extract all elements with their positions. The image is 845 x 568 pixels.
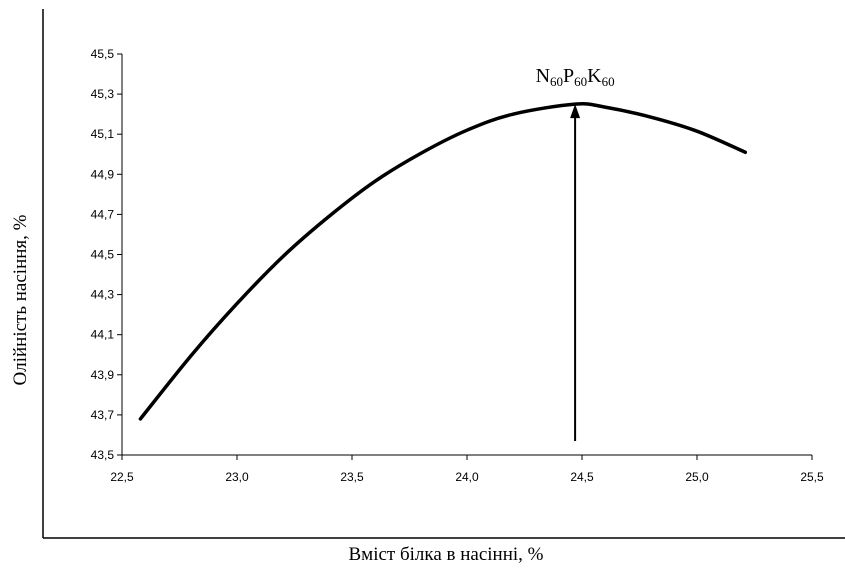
y-tick-label: 44,1 xyxy=(91,328,115,342)
annotation-label: N60P60K60 xyxy=(536,65,615,89)
x-tick-label: 25,5 xyxy=(800,470,824,484)
x-tick-label: 24,0 xyxy=(455,470,479,484)
x-tick-label: 25,0 xyxy=(685,470,709,484)
y-ticks: 43,5 43,7 43,9 44,1 44,3 44,5 44,7 44,9 45,1 45,3… xyxy=(91,47,122,462)
x-tick-label: 23,5 xyxy=(340,470,364,484)
series-line xyxy=(138,102,748,421)
x-ticks: 22,5 23,0 23,5 24,0 24,5 25,0 25,5 xyxy=(110,455,824,484)
y-tick-label: 45,1 xyxy=(91,127,115,141)
x-tick-label: 22,5 xyxy=(110,470,134,484)
x-tick-label: 24,5 xyxy=(570,470,594,484)
y-axis-title: Олійність насіння, % xyxy=(10,214,31,385)
annotation-arrowhead xyxy=(570,104,581,119)
y-tick-label: 43,7 xyxy=(91,408,115,422)
y-tick-label: 45,5 xyxy=(91,47,115,61)
x-tick-label: 23,0 xyxy=(225,470,249,484)
y-tick-label: 45,3 xyxy=(91,87,115,101)
y-tick-label: 44,5 xyxy=(91,248,115,262)
y-tick-label: 44,3 xyxy=(91,288,115,302)
y-tick-label: 44,7 xyxy=(91,207,115,221)
x-axis-title: Вміст білка в насінні, % xyxy=(349,544,544,565)
y-tick-label: 43,9 xyxy=(91,368,115,382)
y-tick-label: 43,5 xyxy=(91,448,115,462)
y-tick-label: 44,9 xyxy=(91,167,115,181)
